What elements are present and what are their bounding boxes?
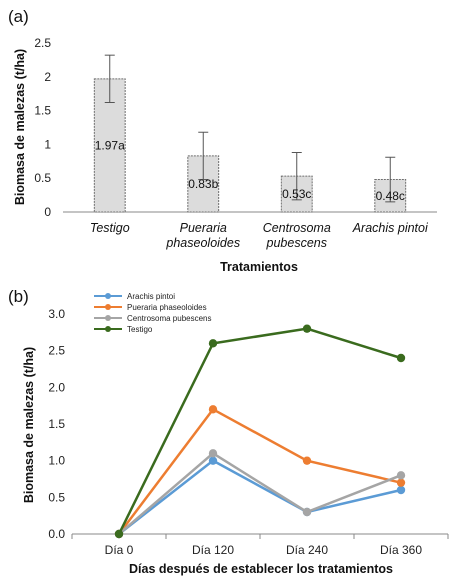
series-point [302, 507, 312, 517]
line-y-tick-label: 3.0 [48, 307, 65, 321]
bar-category-label: pubescens [266, 236, 327, 250]
line-x-tick-label: Día 120 [192, 543, 234, 557]
bar-chart: Biomasa de malezas (t/ha) Tratamientos 0… [13, 36, 437, 274]
line-y-tick-label: 0.5 [48, 490, 65, 504]
line-y-tick-label: 2.0 [48, 380, 65, 394]
series-point [208, 456, 218, 465]
bar-data-label: 0.53c [282, 187, 311, 201]
series-point [208, 449, 218, 458]
series-point [208, 405, 218, 414]
bar-y-tick-label: 0.5 [34, 171, 51, 185]
legend-label: Arachis pintoi [127, 292, 175, 301]
series-point [114, 529, 124, 539]
legend-label: Testigo [127, 325, 153, 334]
bar-y-tick-label: 2.5 [34, 36, 51, 50]
line-y-tick-label: 1.5 [48, 417, 65, 431]
bar-y-tick-label: 1 [44, 137, 51, 151]
bar-data-label: 1.97a [95, 138, 125, 152]
line-x-tick-label: Día 240 [286, 543, 328, 557]
legend-swatch-marker [105, 304, 111, 310]
line-x-tick-label: Día 0 [105, 543, 134, 557]
legend-label: Pueraria phaseoloides [127, 303, 207, 312]
series-point [208, 339, 218, 348]
legend-swatch-marker [105, 315, 111, 321]
series-line [118, 451, 402, 535]
legend-label: Centrosoma pubescens [127, 314, 212, 323]
series-line [118, 407, 402, 535]
bar-y-tick-label: 2 [44, 70, 51, 84]
series-point [396, 485, 406, 495]
bar-y-tick-label: 0 [44, 205, 51, 219]
line-y-axis-title: Biomasa de malezas (t/ha) [22, 347, 36, 503]
line-y-tick-label: 2.5 [48, 344, 65, 358]
bar-data-label: 0.83b [188, 177, 218, 191]
bar-category-label: phaseoloides [165, 236, 240, 250]
bar-category-label: Arachis pintoi [352, 221, 429, 235]
bar-category-label: Testigo [90, 221, 130, 235]
series-line [117, 327, 402, 535]
series-point [396, 478, 406, 487]
bar-category-label: Pueraria [180, 221, 227, 235]
series-point [302, 456, 312, 465]
bar-y-tick-label: 1.5 [34, 104, 51, 118]
legend-swatch-marker [105, 326, 111, 332]
panel-a-label: (a) [8, 7, 29, 26]
series-point [302, 324, 312, 333]
series-point [396, 471, 406, 480]
line-x-tick-label: Día 360 [380, 543, 422, 557]
line-chart: Biomasa de malezas (t/ha) Días después d… [22, 292, 449, 576]
bar-category-label: Centrosoma [263, 221, 331, 235]
line-y-tick-label: 0.0 [48, 527, 65, 541]
bar-x-axis-title: Tratamientos [220, 260, 298, 274]
panel-b-label: (b) [8, 287, 29, 306]
bar-data-label: 0.48c [376, 189, 405, 203]
series-line [118, 459, 402, 535]
line-y-tick-label: 1.0 [48, 454, 65, 468]
series-point [396, 353, 406, 363]
legend-swatch-marker [105, 293, 111, 299]
bar-y-axis-title: Biomasa de malezas (t/ha) [13, 49, 27, 205]
line-x-axis-title: Días después de establecer los tratamien… [129, 562, 393, 576]
